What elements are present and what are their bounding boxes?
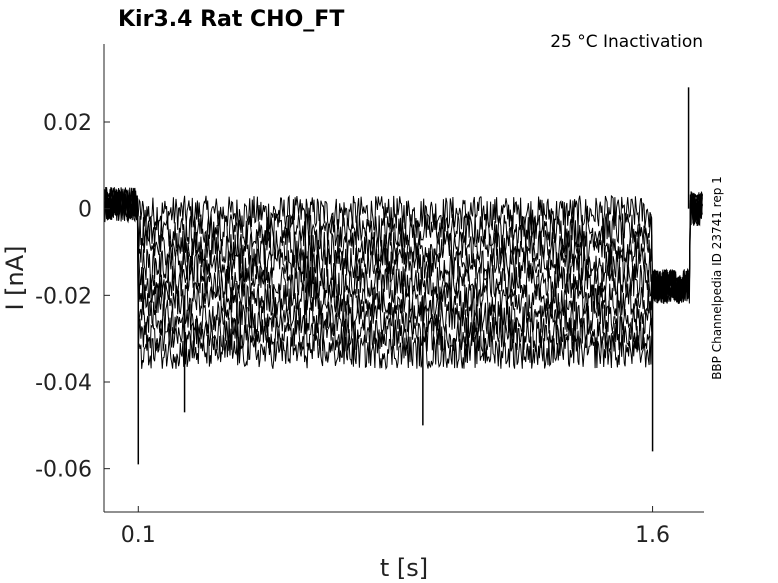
y-tick-label: -0.02 (35, 284, 92, 309)
y-tick-label: 0 (78, 198, 92, 223)
trace-line-6 (103, 187, 703, 318)
x-tick-label: 1.6 (635, 523, 670, 548)
y-tick-label: 0.02 (43, 111, 92, 136)
trace-line-4 (103, 187, 703, 302)
chart-annotation: 25 °C Inactivation (550, 32, 703, 52)
y-tick-label: -0.06 (35, 458, 92, 483)
trace-line-3 (103, 187, 703, 304)
trace-line-7 (103, 187, 703, 336)
trace-line-9 (103, 187, 703, 371)
x-axis-label: t [s] (380, 554, 428, 582)
traces-group (103, 87, 703, 465)
y-tick-label: -0.04 (35, 371, 92, 396)
x-tick-label: 0.1 (121, 523, 156, 548)
y-ticks-group: 0.02 0 -0.02 -0.04 -0.06 (35, 111, 110, 483)
trace-line-5 (103, 187, 703, 304)
side-label: BBP Channelpedia ID 23741 rep 1 (710, 176, 724, 380)
chart-title: Kir3.4 Rat CHO_FT (118, 7, 344, 32)
x-ticks-group: 0.1 1.6 (121, 506, 670, 548)
y-axis-label: I [nA] (1, 245, 29, 310)
